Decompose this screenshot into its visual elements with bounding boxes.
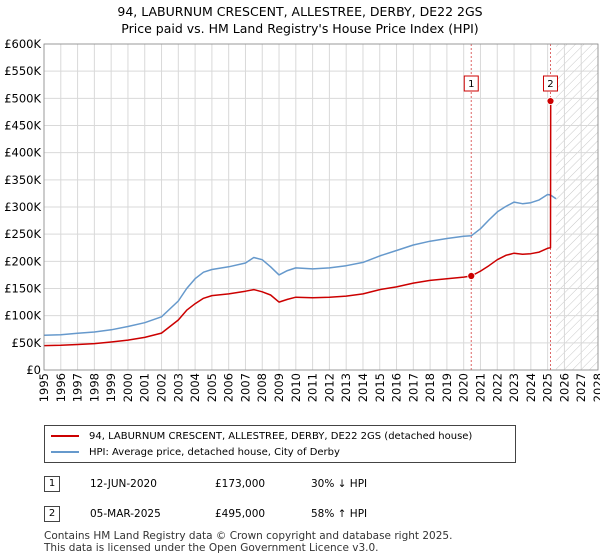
x-tick-label: 2018 bbox=[423, 373, 437, 402]
annotation-label: 1 bbox=[463, 75, 479, 92]
y-tick-label: £100K bbox=[4, 309, 41, 323]
x-tick-label: 2011 bbox=[306, 373, 320, 402]
x-tick-label: 1996 bbox=[54, 373, 68, 402]
x-tick-label: 1998 bbox=[87, 373, 101, 402]
x-tick-label: 2015 bbox=[373, 373, 387, 402]
y-tick-label: £200K bbox=[4, 254, 41, 268]
transaction-price: £173,000 bbox=[215, 478, 266, 490]
x-tick-label: 2017 bbox=[406, 373, 420, 402]
transaction-date: 05-MAR-2025 bbox=[90, 508, 161, 520]
x-tick-label: 2027 bbox=[574, 373, 588, 402]
x-tick-label: 2014 bbox=[356, 373, 370, 402]
x-tick-label: 2002 bbox=[155, 373, 169, 402]
x-tick-label: 2004 bbox=[188, 373, 202, 402]
transaction-price: £495,000 bbox=[215, 508, 266, 520]
x-tick-label: 2028 bbox=[591, 373, 600, 402]
x-tick-label: 2010 bbox=[289, 373, 303, 402]
x-tick-label: 2022 bbox=[490, 373, 504, 402]
x-tick-label: 2005 bbox=[205, 373, 219, 402]
price-chart: 1 2 £0 £50K £100K £150K £200K £250K £300K £350K £4… bbox=[4, 37, 600, 402]
x-tick-label: 2023 bbox=[507, 373, 521, 402]
x-tick-label: 2025 bbox=[541, 373, 555, 402]
x-tick-label: 1995 bbox=[37, 373, 51, 402]
x-tick-label: 2001 bbox=[138, 373, 152, 402]
transaction-marker: 2 bbox=[44, 506, 60, 522]
chart-legend: 94, LABURNUM CRESCENT, ALLESTREE, DERBY,… bbox=[44, 425, 516, 463]
y-tick-label: £550K bbox=[4, 64, 41, 78]
legend-item-hpi: HPI: Average price, detached house, City… bbox=[51, 445, 340, 459]
transaction-marker: 1 bbox=[44, 476, 60, 492]
y-tick-label: £150K bbox=[4, 282, 41, 296]
footer: Contains HM Land Registry data © Crown c… bbox=[44, 530, 452, 554]
x-tick-label: 2016 bbox=[390, 373, 404, 402]
x-tick-label: 2013 bbox=[339, 373, 353, 402]
x-tick-label: 2026 bbox=[557, 373, 571, 402]
plot-frame bbox=[43, 43, 599, 371]
y-tick-label: £0 bbox=[26, 363, 41, 377]
y-tick-label: £300K bbox=[4, 200, 41, 214]
y-tick-label: £50K bbox=[12, 336, 42, 350]
x-tick-label: 2019 bbox=[440, 373, 454, 402]
x-tick-label: 2006 bbox=[222, 373, 236, 402]
transaction-date: 12-JUN-2020 bbox=[90, 478, 157, 490]
transaction-hpi-change: 58% ↑ HPI bbox=[311, 508, 368, 520]
chart-subtitle: Price paid vs. HM Land Registry's House … bbox=[121, 21, 479, 36]
transaction-hpi-change: 30% ↓ HPI bbox=[311, 478, 368, 490]
x-tick-label: 2007 bbox=[238, 373, 252, 402]
x-tick-label: 2003 bbox=[171, 373, 185, 402]
legend-swatch-property bbox=[51, 435, 79, 437]
y-tick-label: £500K bbox=[4, 91, 41, 105]
x-tick-label: 1999 bbox=[104, 373, 118, 402]
legend-label-property: 94, LABURNUM CRESCENT, ALLESTREE, DERBY,… bbox=[89, 430, 473, 442]
annotation-box bbox=[463, 75, 479, 92]
y-tick-label: £250K bbox=[4, 227, 41, 241]
legend-item-property: 94, LABURNUM CRESCENT, ALLESTREE, DERBY,… bbox=[51, 429, 472, 443]
footer-license: This data is licensed under the Open Gov… bbox=[44, 542, 379, 554]
sale-point bbox=[546, 97, 555, 105]
chart-title: 94, LABURNUM CRESCENT, ALLESTREE, DERBY,… bbox=[117, 4, 483, 19]
hpi-line bbox=[43, 193, 557, 336]
legend-swatch-hpi bbox=[51, 451, 79, 453]
footer-copyright: Contains HM Land Registry data © Crown c… bbox=[44, 530, 453, 542]
annotation-box bbox=[542, 75, 558, 92]
annotation-number: 2 bbox=[547, 79, 553, 90]
x-tick-label: 2024 bbox=[524, 373, 538, 402]
y-tick-label: £600K bbox=[4, 37, 41, 51]
x-tick-label: 2000 bbox=[121, 373, 135, 402]
y-tick-label: £450K bbox=[4, 119, 41, 133]
x-tick-label: 2021 bbox=[473, 373, 487, 402]
x-tick-label: 1997 bbox=[71, 373, 85, 402]
sale-point bbox=[467, 272, 476, 280]
annotation-label: 2 bbox=[542, 75, 558, 92]
x-tick-label: 2020 bbox=[457, 373, 471, 402]
y-tick-label: £400K bbox=[4, 146, 41, 160]
annotation-number: 1 bbox=[468, 79, 474, 90]
y-tick-label: £350K bbox=[4, 173, 41, 187]
x-tick-label: 2012 bbox=[322, 373, 336, 402]
x-tick-label: 2009 bbox=[272, 373, 286, 402]
property-price-line bbox=[43, 101, 552, 347]
x-tick-label: 2008 bbox=[255, 373, 269, 402]
legend-label-hpi: HPI: Average price, detached house, City… bbox=[89, 446, 340, 458]
